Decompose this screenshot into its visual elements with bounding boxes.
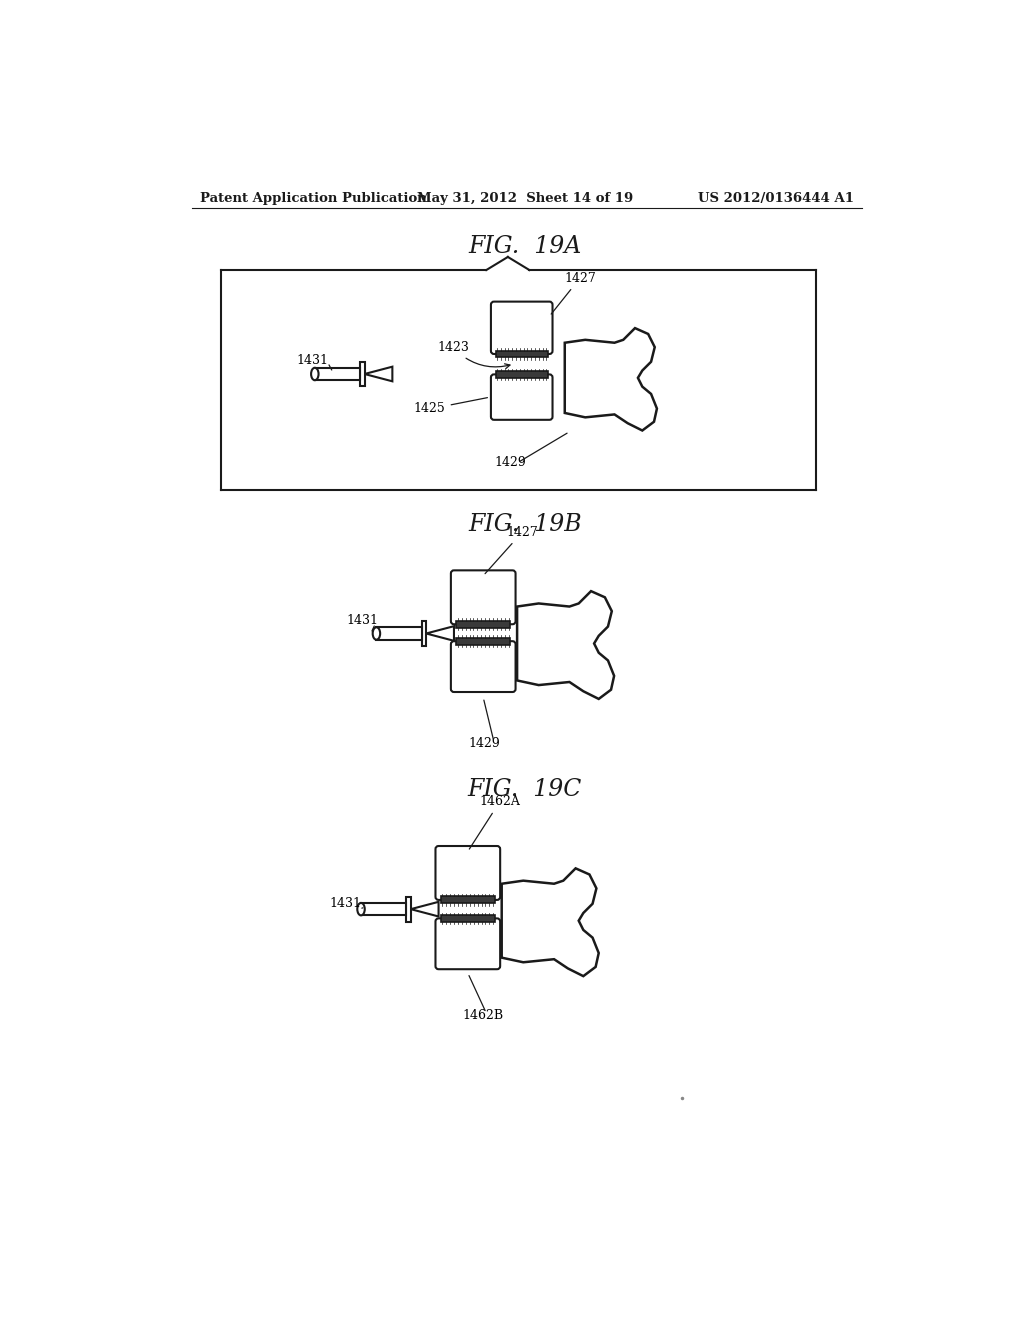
Bar xyxy=(441,896,495,903)
Ellipse shape xyxy=(357,903,365,915)
Text: 1462A: 1462A xyxy=(469,795,520,849)
Bar xyxy=(496,371,548,378)
Text: 1429: 1429 xyxy=(469,738,501,751)
Text: 1423: 1423 xyxy=(437,341,510,368)
Polygon shape xyxy=(407,896,411,921)
Polygon shape xyxy=(565,329,657,430)
Text: FIG.  19B: FIG. 19B xyxy=(468,512,582,536)
FancyBboxPatch shape xyxy=(490,302,553,354)
Bar xyxy=(314,368,360,380)
Ellipse shape xyxy=(373,627,380,640)
Text: FIG.  19C: FIG. 19C xyxy=(468,779,582,801)
FancyBboxPatch shape xyxy=(490,375,553,420)
FancyBboxPatch shape xyxy=(435,846,500,900)
Polygon shape xyxy=(365,367,392,381)
Text: May 31, 2012  Sheet 14 of 19: May 31, 2012 Sheet 14 of 19 xyxy=(417,191,633,205)
Text: 1427: 1427 xyxy=(551,272,596,314)
Polygon shape xyxy=(502,869,599,977)
Polygon shape xyxy=(411,902,438,916)
Text: US 2012/0136444 A1: US 2012/0136444 A1 xyxy=(698,191,854,205)
Text: 1429: 1429 xyxy=(495,457,526,470)
Bar xyxy=(441,915,495,921)
FancyBboxPatch shape xyxy=(451,642,515,692)
Text: 1427: 1427 xyxy=(485,525,538,574)
Bar xyxy=(496,351,548,358)
Bar xyxy=(361,903,407,915)
Bar xyxy=(457,638,510,644)
Bar xyxy=(377,627,422,640)
Polygon shape xyxy=(517,591,614,700)
Polygon shape xyxy=(426,626,454,640)
FancyBboxPatch shape xyxy=(435,919,500,969)
Text: 1462B: 1462B xyxy=(463,1010,504,1022)
Polygon shape xyxy=(360,362,365,387)
Text: 1431: 1431 xyxy=(296,354,328,367)
Bar xyxy=(457,620,510,628)
Text: Patent Application Publication: Patent Application Publication xyxy=(200,191,427,205)
Text: 1431: 1431 xyxy=(346,614,378,627)
FancyBboxPatch shape xyxy=(451,570,515,624)
Text: 1425: 1425 xyxy=(414,397,487,416)
Polygon shape xyxy=(422,620,426,645)
Ellipse shape xyxy=(311,368,318,380)
Text: 1431: 1431 xyxy=(330,898,361,911)
Text: FIG.  19A: FIG. 19A xyxy=(468,235,582,259)
